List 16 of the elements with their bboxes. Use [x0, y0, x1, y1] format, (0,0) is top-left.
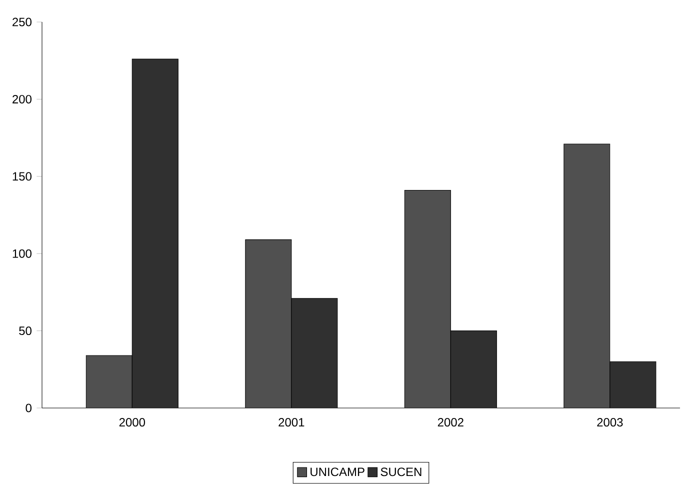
- y-tick-label: 50: [19, 326, 32, 336]
- x-tick-label: 2000: [119, 418, 146, 427]
- y-tick-label: 0: [26, 404, 32, 412]
- y-tick-label: 150: [12, 172, 32, 181]
- legend-label: UNICAMP: [310, 468, 364, 476]
- x-tick-label: 2001: [278, 418, 304, 427]
- y-tick-label: 100: [12, 249, 32, 258]
- bar: [450, 330, 497, 408]
- bar: [291, 298, 338, 408]
- bar: [610, 361, 656, 408]
- y-tick-label: 250: [12, 18, 32, 26]
- bar: [132, 59, 178, 408]
- x-tick-label: 2003: [597, 418, 623, 427]
- legend-label: SUCEN: [380, 468, 422, 476]
- y-tick-label: 200: [12, 94, 32, 104]
- x-tick-label: 2002: [438, 418, 464, 427]
